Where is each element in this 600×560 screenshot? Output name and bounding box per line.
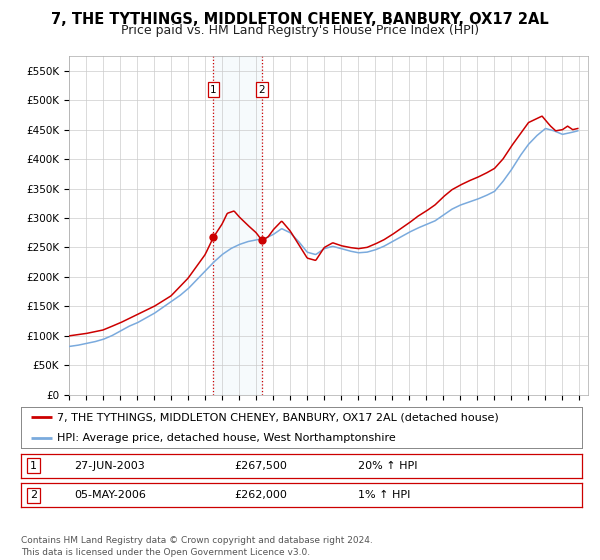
Text: 1% ↑ HPI: 1% ↑ HPI: [358, 491, 410, 500]
Text: 7, THE TYTHINGS, MIDDLETON CHENEY, BANBURY, OX17 2AL: 7, THE TYTHINGS, MIDDLETON CHENEY, BANBU…: [51, 12, 549, 27]
Bar: [214, 56, 262, 395]
Text: 27-JUN-2003: 27-JUN-2003: [74, 461, 145, 470]
Text: £267,500: £267,500: [234, 461, 287, 470]
Text: 2: 2: [259, 85, 265, 95]
Text: 7, THE TYTHINGS, MIDDLETON CHENEY, BANBURY, OX17 2AL (detached house): 7, THE TYTHINGS, MIDDLETON CHENEY, BANBU…: [58, 412, 499, 422]
Text: 2: 2: [30, 491, 37, 500]
Text: Contains HM Land Registry data © Crown copyright and database right 2024.
This d: Contains HM Land Registry data © Crown c…: [21, 536, 373, 557]
Text: Price paid vs. HM Land Registry's House Price Index (HPI): Price paid vs. HM Land Registry's House …: [121, 24, 479, 36]
Text: 1: 1: [210, 85, 217, 95]
Text: 20% ↑ HPI: 20% ↑ HPI: [358, 461, 417, 470]
Text: £262,000: £262,000: [234, 491, 287, 500]
Text: HPI: Average price, detached house, West Northamptonshire: HPI: Average price, detached house, West…: [58, 433, 396, 443]
Text: 05-MAY-2006: 05-MAY-2006: [74, 491, 146, 500]
Text: 1: 1: [30, 461, 37, 470]
